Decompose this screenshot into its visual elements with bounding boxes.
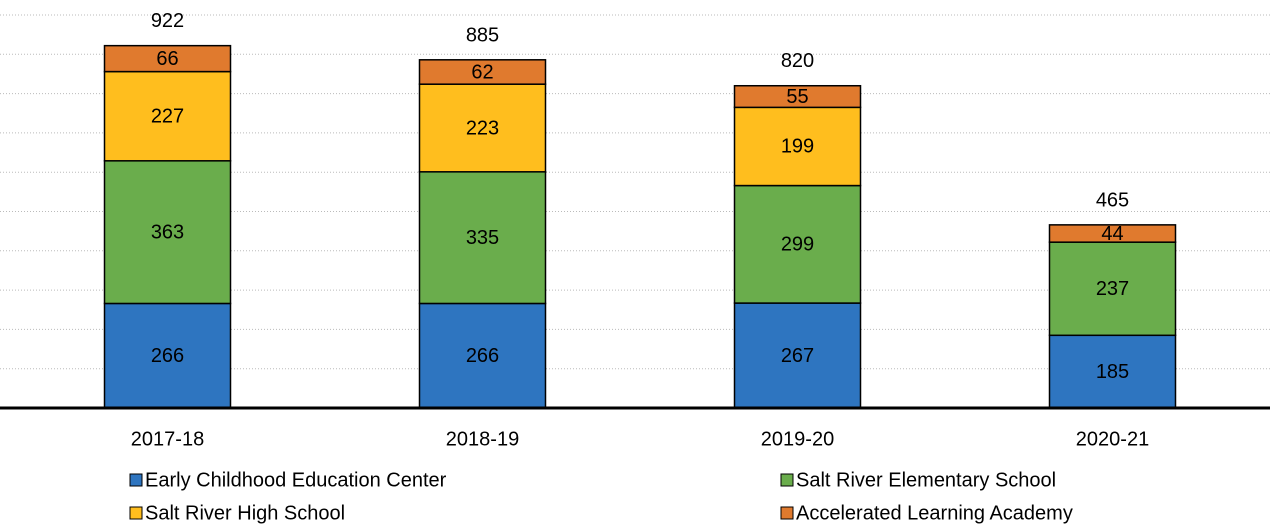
data-label: 335 (466, 227, 499, 249)
data-label: 227 (151, 105, 184, 127)
legend-swatch (780, 506, 794, 520)
data-label: 44 (1101, 223, 1123, 245)
data-label: 185 (1096, 361, 1129, 383)
legend-label: Salt River High School (145, 502, 345, 524)
x-tick-label: 2017-18 (131, 428, 204, 450)
bar-segment (1048, 334, 1177, 409)
total-label: 465 (1096, 190, 1129, 212)
total-label: 820 (781, 50, 814, 72)
bar-segment (418, 302, 547, 409)
legend-label: Accelerated Learning Academy (796, 502, 1073, 524)
bar-segment (1048, 241, 1177, 337)
bar-segment (733, 106, 862, 187)
legend-swatch (129, 473, 143, 487)
x-tick-label: 2018-19 (446, 428, 519, 450)
data-label: 66 (156, 48, 178, 70)
bar-segment (103, 160, 232, 305)
legend-swatch (780, 473, 794, 487)
bar-segment (1048, 224, 1177, 243)
data-label: 223 (466, 117, 499, 139)
bar-segment (418, 83, 547, 173)
x-tick-label: 2020-21 (1076, 428, 1149, 450)
data-label: 62 (471, 61, 493, 83)
data-label: 199 (781, 136, 814, 158)
data-label: 266 (466, 345, 499, 367)
bar-segment (733, 84, 862, 109)
bar-segment (418, 59, 547, 85)
bar-segment (103, 44, 232, 73)
data-label: 55 (786, 86, 808, 108)
data-label: 299 (781, 234, 814, 256)
data-label: 266 (151, 345, 184, 367)
x-tick-label: 2019-20 (761, 428, 834, 450)
total-label: 885 (466, 24, 499, 46)
bar-segment (103, 302, 232, 409)
legend-swatch (129, 506, 143, 520)
total-label: 922 (151, 10, 184, 32)
data-label: 267 (781, 345, 814, 367)
data-label: 363 (151, 221, 184, 243)
bar-segment (418, 171, 547, 305)
legend-label: Salt River Elementary School (796, 469, 1056, 491)
legend-label: Early Childhood Education Center (145, 469, 447, 491)
bar-segment (733, 184, 862, 304)
data-label: 237 (1096, 278, 1129, 300)
